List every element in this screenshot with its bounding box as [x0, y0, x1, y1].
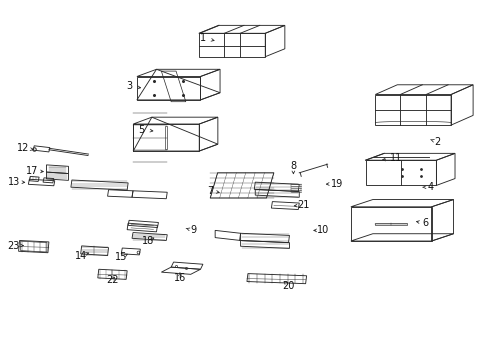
Text: 16: 16: [173, 273, 186, 283]
Text: 17: 17: [25, 166, 38, 176]
Text: 11: 11: [389, 153, 402, 163]
Text: 5: 5: [139, 125, 144, 135]
Text: 3: 3: [126, 81, 132, 91]
Text: 4: 4: [427, 182, 432, 192]
Text: 22: 22: [106, 275, 119, 285]
Text: 7: 7: [207, 186, 213, 196]
Text: 23: 23: [7, 240, 20, 251]
Text: 20: 20: [282, 281, 294, 291]
Text: 2: 2: [434, 137, 440, 147]
Text: 14: 14: [74, 251, 87, 261]
Text: 21: 21: [296, 200, 309, 210]
Text: 6: 6: [422, 218, 427, 228]
Text: 13: 13: [7, 177, 20, 187]
Text: 1: 1: [200, 33, 205, 43]
Text: 15: 15: [115, 252, 127, 262]
Text: 10: 10: [316, 225, 328, 235]
Text: 19: 19: [330, 179, 343, 189]
Text: 8: 8: [290, 161, 296, 171]
Text: 12: 12: [17, 143, 30, 153]
Text: 9: 9: [190, 225, 196, 235]
Text: 18: 18: [142, 236, 154, 246]
